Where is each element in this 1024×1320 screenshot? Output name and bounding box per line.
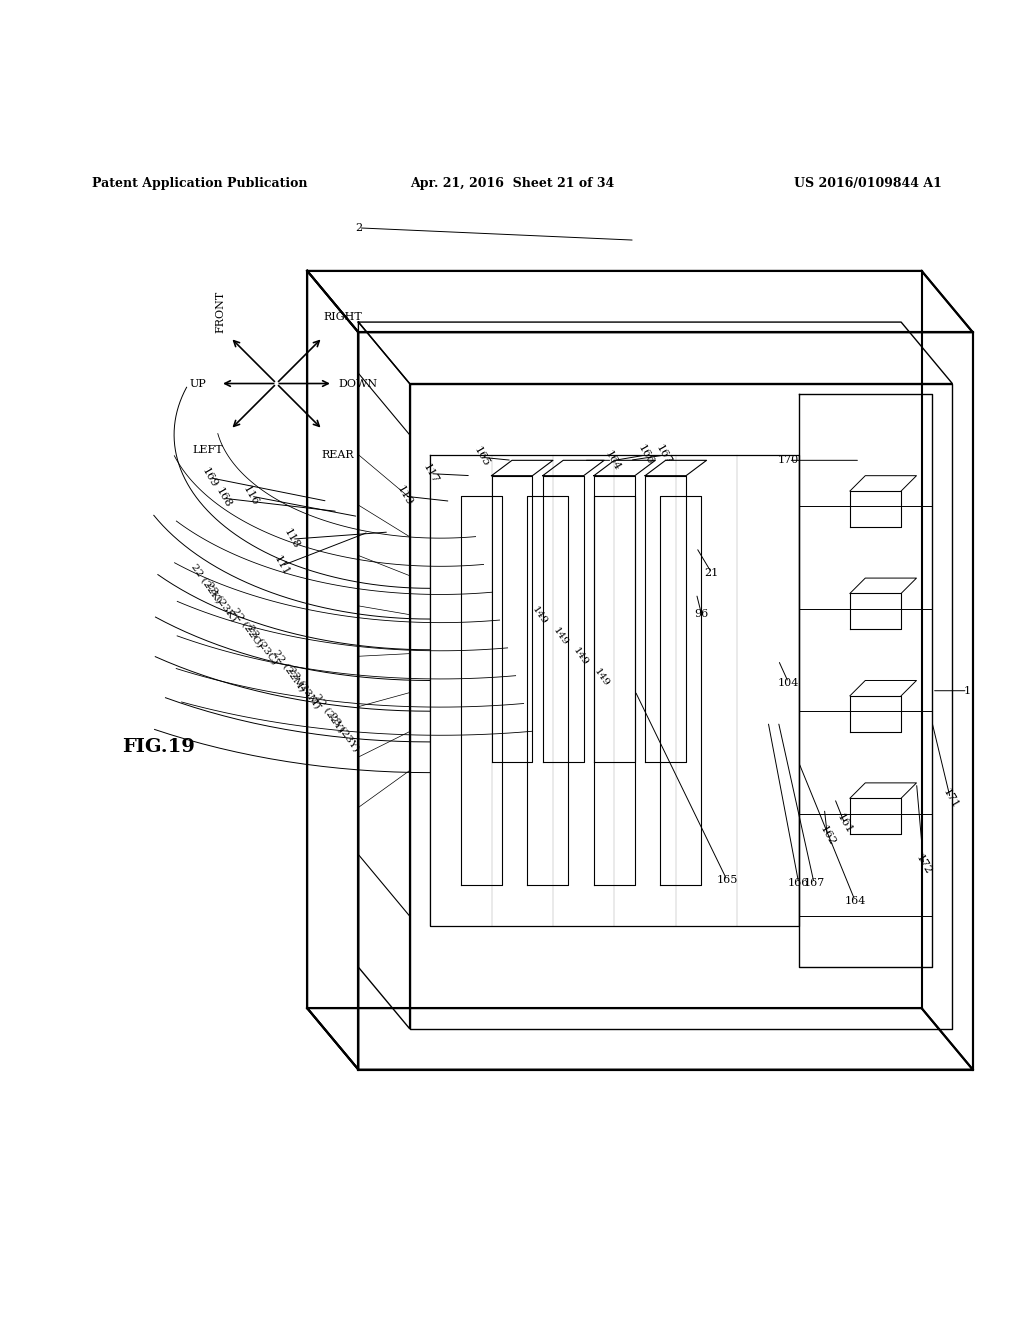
Text: 22 (22K): 22 (22K): [189, 562, 223, 605]
Text: 111: 111: [272, 554, 291, 578]
Text: FRONT: FRONT: [215, 290, 225, 333]
Text: 23 (23M): 23 (23M): [287, 665, 322, 710]
Text: UP: UP: [189, 379, 206, 388]
Text: 118: 118: [283, 528, 301, 550]
Text: RIGHT: RIGHT: [324, 312, 362, 322]
Text: 165: 165: [472, 445, 490, 469]
Text: 96: 96: [694, 609, 709, 619]
Text: 172: 172: [914, 853, 933, 876]
Text: 149: 149: [571, 647, 590, 668]
Text: 149: 149: [592, 667, 610, 688]
Text: 22 (22Y): 22 (22Y): [312, 692, 345, 734]
Text: FIG.19: FIG.19: [122, 738, 196, 756]
Text: 22 (22C): 22 (22C): [230, 606, 264, 648]
Text: 104: 104: [778, 677, 799, 688]
Text: 1: 1: [965, 685, 971, 696]
Text: 166: 166: [636, 444, 654, 467]
Text: 23 (23K): 23 (23K): [205, 581, 239, 623]
Text: 169: 169: [201, 466, 219, 490]
Text: 165: 165: [717, 875, 737, 886]
Text: 170: 170: [778, 455, 799, 466]
Text: 164: 164: [845, 896, 865, 906]
Text: Apr. 21, 2016  Sheet 21 of 34: Apr. 21, 2016 Sheet 21 of 34: [410, 177, 614, 190]
Text: 22 (22M): 22 (22M): [271, 648, 306, 693]
Text: 161: 161: [836, 812, 854, 836]
Text: US 2016/0109844 A1: US 2016/0109844 A1: [795, 177, 942, 190]
Text: 116: 116: [242, 484, 260, 508]
Text: 167: 167: [654, 444, 673, 467]
Text: 164: 164: [603, 449, 622, 473]
Text: 149: 149: [551, 626, 569, 647]
Text: DOWN: DOWN: [339, 379, 378, 388]
Text: 166: 166: [788, 878, 809, 888]
Text: 162: 162: [818, 825, 837, 847]
Text: 21: 21: [705, 568, 719, 578]
Text: 168: 168: [214, 487, 232, 510]
Text: 119: 119: [395, 484, 414, 508]
Text: 167: 167: [804, 878, 824, 888]
Text: 117: 117: [421, 462, 439, 486]
Text: 2: 2: [355, 223, 361, 232]
Text: 23 (23C): 23 (23C): [246, 623, 280, 667]
Text: LEFT: LEFT: [193, 445, 223, 455]
Text: Patent Application Publication: Patent Application Publication: [92, 177, 307, 190]
Text: 149: 149: [530, 606, 549, 627]
Text: REAR: REAR: [322, 450, 354, 461]
Text: 171: 171: [941, 787, 959, 810]
Text: 23 (23Y): 23 (23Y): [328, 710, 360, 752]
